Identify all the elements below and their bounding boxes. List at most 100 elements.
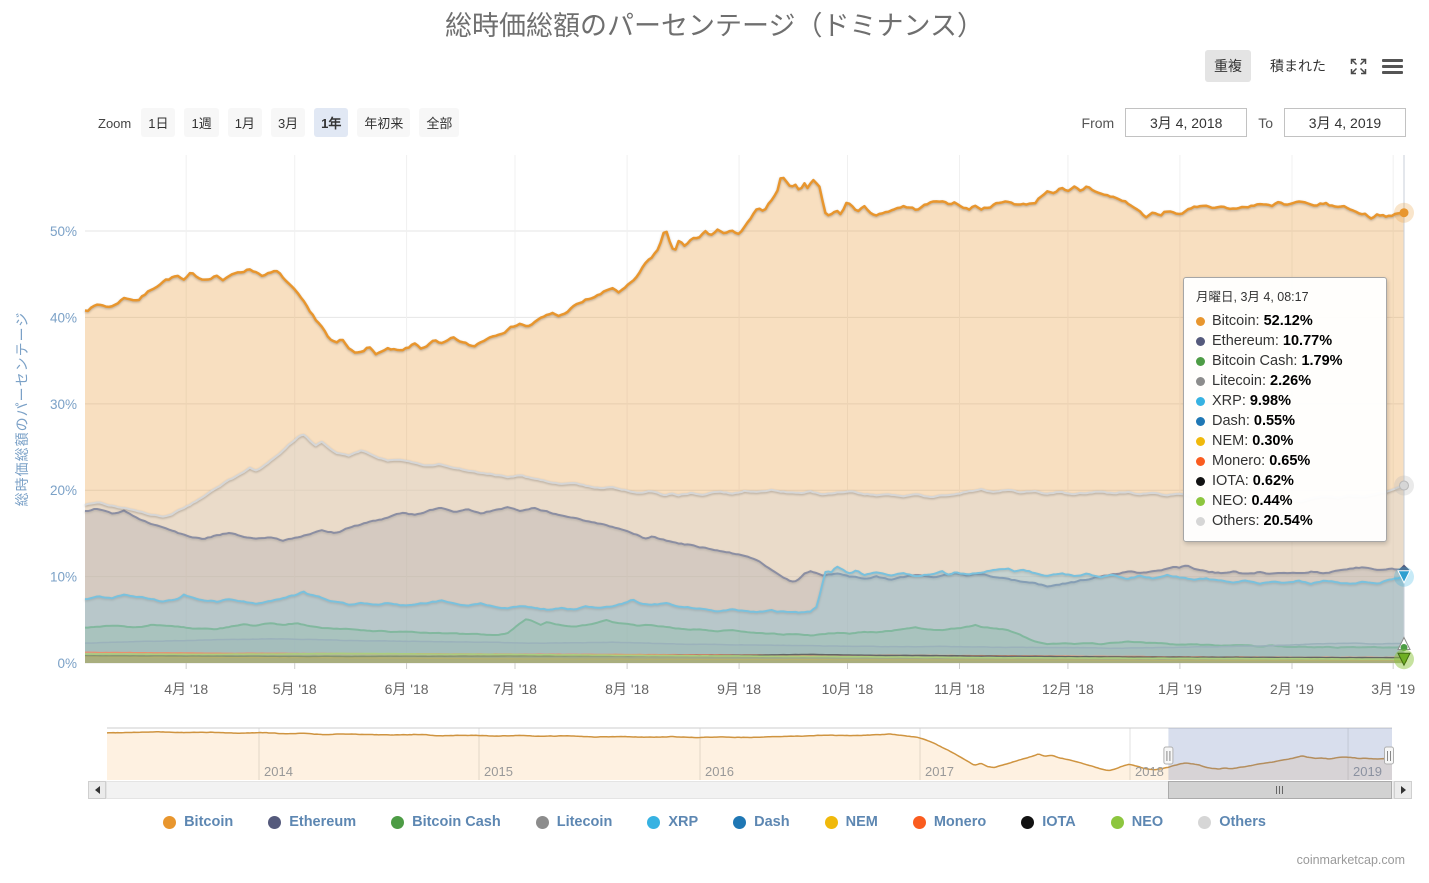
series-marker — [1399, 480, 1409, 491]
zoom-button-1週[interactable]: 1週 — [184, 108, 219, 137]
legend-label: Bitcoin — [184, 814, 234, 830]
scrollbar-right-button[interactable] — [1394, 781, 1412, 799]
navigator-handle-right[interactable] — [1384, 746, 1394, 765]
x-axis-label: 11月 '18 — [934, 681, 985, 697]
series-dot-icon — [1196, 336, 1205, 346]
navigator-year-label: 2016 — [705, 764, 734, 779]
legend-label: Litecoin — [556, 814, 613, 830]
navigator-selected-range[interactable] — [1168, 728, 1392, 780]
series-marker — [1399, 208, 1409, 218]
series-ethereum-area — [85, 507, 1404, 663]
series-bitcoin-cash-area — [85, 619, 1404, 663]
tooltip-row-others: Others: 20.54% — [1196, 511, 1374, 531]
y-axis-label: 10% — [50, 570, 77, 585]
tooltip-row-neo: NEO: 0.44% — [1196, 491, 1374, 511]
thumb-grip-icon — [1276, 786, 1284, 794]
x-axis-label: 1月 '19 — [1158, 681, 1202, 697]
zoom-label: Zoom — [98, 116, 132, 132]
legend-label: XRP — [668, 814, 699, 830]
zoom-button-1月[interactable]: 1月 — [227, 108, 262, 137]
legend-item-neo[interactable]: NEO — [1110, 814, 1164, 830]
to-label: To — [1258, 114, 1273, 131]
navigator-year-label: 2015 — [484, 764, 513, 779]
scrollbar-track[interactable] — [106, 781, 1394, 799]
series-iota-line — [84, 653, 1404, 659]
stacked-mode-button[interactable]: 積まれた — [1261, 50, 1335, 82]
zoom-button-1日[interactable]: 1日 — [141, 108, 176, 137]
legend-item-nem[interactable]: NEM — [824, 814, 878, 830]
tooltip-row-monero: Monero: 0.65% — [1196, 451, 1374, 471]
dominance-chart[interactable]: 4月 '18 5月 '18 6月 '18 7月 '18 8月 '18 9月 '18 10月 … — [0, 148, 1429, 710]
legend-label: NEM — [845, 814, 878, 830]
zoom-button-全部[interactable]: 全部 — [419, 108, 460, 137]
series-marker — [1397, 570, 1411, 584]
legend-item-bitcoin[interactable]: Bitcoin — [163, 814, 233, 830]
x-axis-label: 10月 '18 — [822, 681, 874, 697]
x-axis-label: 7月 '18 — [493, 681, 537, 697]
series-monero-area — [85, 652, 1404, 663]
from-date-input[interactable] — [1125, 108, 1248, 137]
legend-item-bitcoin-cash[interactable]: Bitcoin Cash — [391, 814, 501, 830]
legend-dot-icon — [391, 815, 405, 829]
zoom-button-1年[interactable]: 1年 — [314, 108, 349, 137]
zoom-button-3月[interactable]: 3月 — [270, 108, 306, 137]
legend-item-iota[interactable]: IOTA — [1021, 814, 1076, 830]
tooltip-date: 月曜日, 3月 4, 08:17 — [1196, 290, 1309, 304]
legend-dot-icon — [1198, 815, 1212, 829]
series-marker — [1400, 644, 1408, 652]
tooltip-row-nem: NEM: 0.30% — [1196, 431, 1374, 451]
context-menu-icon[interactable] — [1382, 58, 1403, 74]
navigator-line — [106, 730, 1393, 772]
legend-item-dash[interactable]: Dash — [733, 814, 790, 830]
tooltip-row-bitcoin: Bitcoin: 52.12% — [1196, 311, 1374, 331]
page-title: 総時価総額のパーセンテージ（ドミナンス） — [445, 11, 984, 41]
legend-item-litecoin[interactable]: Litecoin — [535, 814, 613, 830]
legend-dot-icon — [1021, 815, 1035, 829]
navigator-handle-left[interactable] — [1163, 746, 1174, 765]
legend-label: Bitcoin Cash — [412, 814, 501, 830]
navigator-year-label: 2018 — [1135, 764, 1164, 779]
overlap-mode-button[interactable]: 重複 — [1205, 50, 1251, 82]
from-label: From — [1081, 114, 1115, 131]
fullscreen-icon[interactable] — [1349, 57, 1368, 76]
y-axis-label: 40% — [50, 310, 77, 325]
x-axis-label: 5月 '18 — [273, 681, 317, 697]
series-dot-icon — [1196, 476, 1205, 486]
legend-label: Ethereum — [289, 814, 357, 830]
navigator-chart[interactable]: 2014 2015 2016 2017 2018 2019 — [0, 725, 1429, 800]
x-axis-label: 2月 '19 — [1270, 681, 1314, 697]
watermark: coinmarketcap.com — [1296, 853, 1405, 867]
legend-item-xrp[interactable]: XRP — [647, 814, 698, 830]
series-bitcoin-line — [84, 176, 1405, 356]
series-dot-icon — [1196, 316, 1205, 326]
series-dot-icon — [1196, 516, 1205, 526]
legend-item-ethereum[interactable]: Ethereum — [268, 814, 356, 830]
scrollbar-thumb[interactable] — [1168, 781, 1392, 799]
tooltip-row-ethereum: Ethereum: 10.77% — [1196, 331, 1374, 351]
series-dot-icon — [1196, 396, 1205, 406]
legend-dot-icon — [912, 815, 926, 829]
legend-label: NEO — [1131, 814, 1164, 830]
legend-item-others[interactable]: Others — [1198, 814, 1266, 830]
series-dot-icon — [1196, 356, 1205, 366]
legend-label: Others — [1219, 814, 1266, 830]
x-axis-label: 3月 '19 — [1371, 681, 1415, 697]
series-ethereum-line — [84, 506, 1405, 588]
legend-label: Monero — [933, 814, 987, 830]
x-axis-label: 4月 '18 — [164, 681, 208, 697]
series-bitcoin-cash-line — [84, 618, 1405, 649]
scrollbar-left-button[interactable] — [88, 781, 106, 799]
zoom-button-年初来[interactable]: 年初来 — [357, 108, 411, 137]
series-dot-icon — [1196, 376, 1205, 386]
legend-label: Dash — [754, 814, 790, 830]
series-xrp-area — [85, 566, 1404, 663]
date-range: From To — [1082, 108, 1406, 137]
x-axis-label: 12月 '18 — [1042, 681, 1094, 697]
series-xrp-line — [84, 565, 1405, 614]
series-neo-line — [84, 652, 1405, 661]
to-date-input[interactable] — [1284, 108, 1406, 137]
navigator-area — [107, 731, 1392, 780]
legend-item-monero[interactable]: Monero — [912, 814, 987, 830]
